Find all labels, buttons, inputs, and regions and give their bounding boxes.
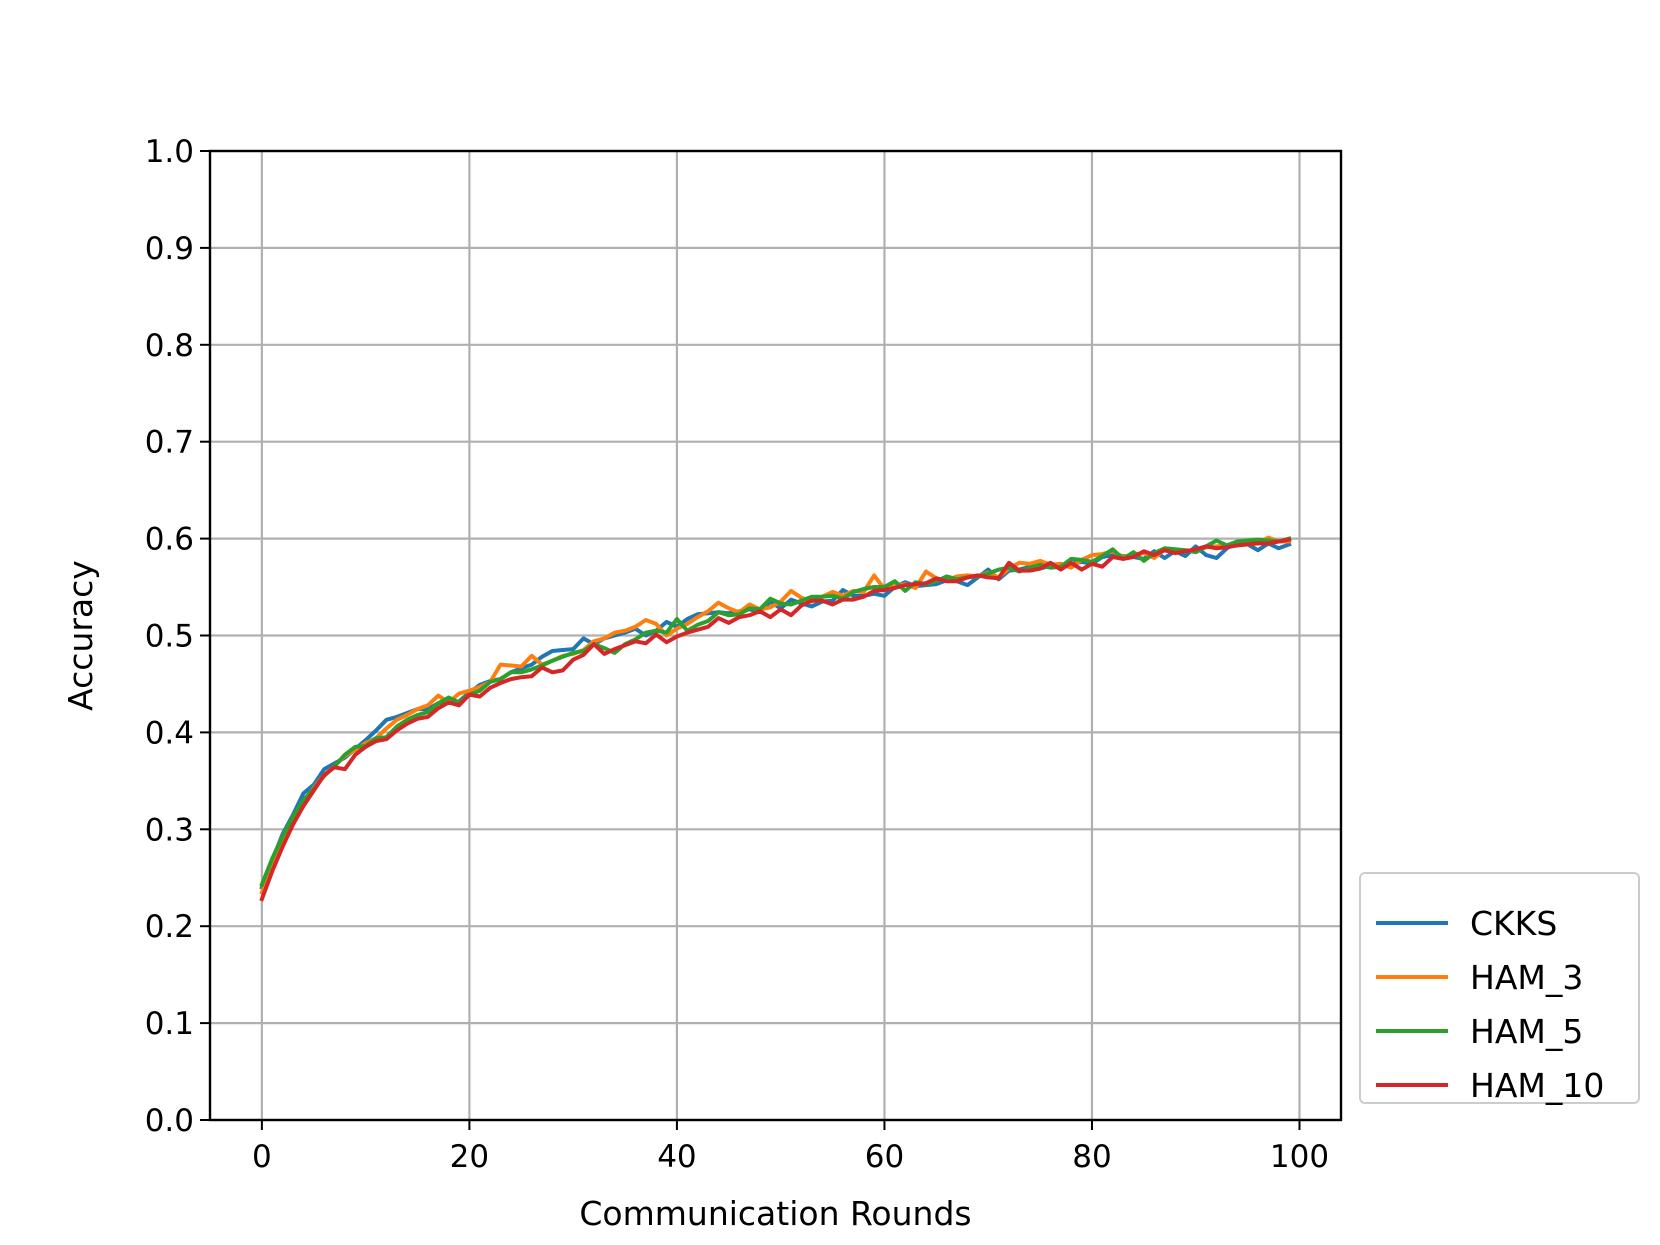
- legend: CKKS HAM_3 HAM_5 HAM_10: [1359, 872, 1640, 1105]
- tick-labels: 0 20 40 60 80 100 0.0 0.1 0.2 0.3 0.4 0.5 0.6 0.7 0.8 0…: [145, 134, 1329, 1175]
- x-tick-label: 0: [252, 1139, 272, 1175]
- series-line-ham-10: [259, 537, 1292, 902]
- x-tick-label: 40: [657, 1139, 696, 1175]
- legend-label-ckks: CKKS: [1470, 904, 1557, 943]
- legend-box: [1359, 872, 1640, 1104]
- y-tick-label: 0.6: [145, 522, 194, 558]
- y-tick-label: 0.7: [145, 425, 194, 461]
- ticks: [200, 150, 1301, 1130]
- legend-label-ham-5: HAM_5: [1470, 1012, 1583, 1051]
- x-tick-label: 100: [1270, 1139, 1329, 1175]
- y-tick-label: 0.2: [145, 909, 194, 945]
- x-tick-label: 20: [450, 1139, 489, 1175]
- series-line-ham-5: [259, 536, 1292, 888]
- y-tick-label: 0.3: [145, 812, 194, 848]
- legend-label-ham-3: HAM_3: [1470, 958, 1583, 997]
- x-axis-label: Communication Rounds: [579, 1194, 971, 1233]
- y-tick-label: 1.0: [145, 134, 194, 170]
- y-tick-label: 0.4: [145, 715, 194, 751]
- series-group: [259, 535, 1292, 902]
- x-tick-label: 60: [865, 1139, 904, 1175]
- y-tick-label: 0.5: [145, 619, 194, 655]
- y-tick-label: 0.9: [145, 231, 194, 267]
- legend-label-ham-10: HAM_10: [1470, 1066, 1604, 1105]
- y-tick-label: 0.8: [145, 328, 194, 364]
- y-tick-label: 0.0: [145, 1103, 194, 1139]
- y-axis-label: Accuracy: [61, 560, 100, 711]
- grid: [210, 149, 1341, 1122]
- y-tick-label: 0.1: [145, 1006, 194, 1042]
- x-tick-label: 80: [1072, 1139, 1111, 1175]
